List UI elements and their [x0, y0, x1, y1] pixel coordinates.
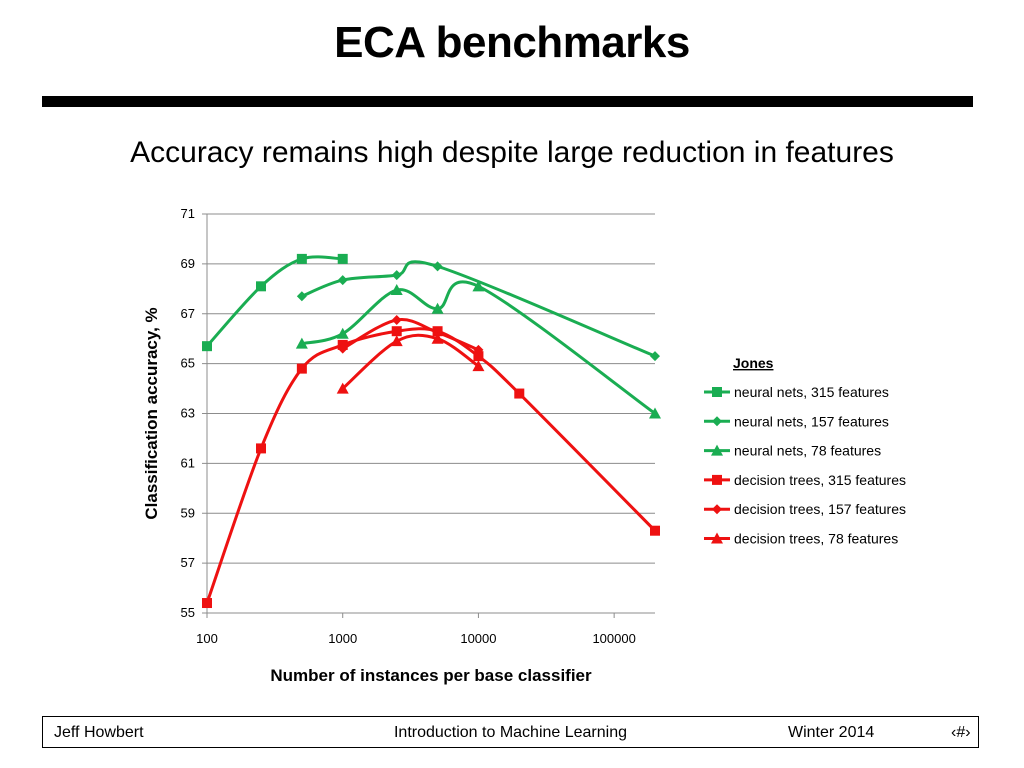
data-point — [337, 275, 348, 286]
data-point — [472, 280, 485, 292]
series-1 — [296, 260, 660, 362]
title-divider — [42, 96, 973, 107]
series-line — [300, 260, 657, 358]
legend-item: decision trees, 157 features — [704, 501, 906, 517]
data-point — [473, 344, 484, 355]
footer-term: Winter 2014 — [788, 724, 875, 741]
y-tick-label: 55 — [181, 605, 195, 620]
legend-label: decision trees, 157 features — [734, 501, 906, 517]
series-line — [341, 333, 480, 391]
data-point — [390, 284, 403, 296]
series-line — [205, 255, 345, 348]
data-point — [336, 382, 349, 394]
legend-swatch-marker — [711, 444, 723, 456]
y-axis-title: Classification accuracy, % — [142, 307, 161, 519]
data-point — [473, 351, 484, 362]
data-point — [337, 343, 348, 354]
legend-swatch-marker — [712, 474, 722, 485]
legend-label: neural nets, 157 features — [734, 413, 889, 429]
data-point — [472, 360, 485, 372]
data-point — [296, 253, 307, 264]
data-point — [295, 337, 308, 349]
series-line — [205, 327, 657, 605]
data-point — [432, 261, 443, 272]
x-tick-label: 100000 — [592, 631, 635, 646]
data-point — [391, 270, 402, 281]
y-tick-label: 61 — [181, 455, 195, 470]
data-point — [391, 314, 402, 325]
series-4 — [337, 314, 484, 355]
y-tick-label: 71 — [181, 206, 195, 221]
data-point — [649, 407, 661, 419]
x-axis-title: Number of instances per base classifier — [270, 666, 592, 685]
legend-item: neural nets, 157 features — [704, 413, 889, 429]
data-point — [431, 302, 444, 314]
legend-item: neural nets, 78 features — [704, 443, 881, 459]
y-tick-label: 57 — [181, 555, 195, 570]
accuracy-chart: 55 57 59 61 63 65 67 69 71 100 1000 10000 100000 Numb… — [142, 206, 906, 685]
series-3 — [202, 326, 660, 609]
data-point — [432, 327, 443, 338]
x-tick-label: 100 — [196, 631, 218, 646]
data-point — [391, 326, 402, 337]
legend-item: decision trees, 315 features — [704, 472, 906, 488]
data-point — [296, 363, 307, 374]
series-2 — [295, 280, 661, 419]
legend-swatch-marker — [711, 532, 723, 544]
data-point — [650, 351, 660, 362]
series-0 — [202, 253, 348, 352]
x-tick-label: 1000 — [328, 631, 357, 646]
chart-legend: Jones neural nets, 315 features neural net… — [704, 355, 906, 547]
slide-title: ECA benchmarks — [334, 18, 690, 67]
y-tick-label: 67 — [181, 306, 195, 321]
data-point — [431, 332, 444, 344]
data-point — [650, 525, 660, 536]
legend-item: decision trees, 78 features — [704, 531, 898, 547]
legend-swatch-marker — [712, 504, 722, 515]
data-point — [390, 335, 403, 347]
series-5 — [336, 332, 485, 394]
x-tick-label: 10000 — [460, 631, 496, 646]
legend-label: decision trees, 315 features — [734, 472, 906, 488]
series-line — [341, 318, 480, 352]
data-point — [202, 598, 212, 609]
legend-item: neural nets, 315 features — [704, 384, 889, 400]
y-tick-label: 65 — [181, 356, 195, 371]
data-point — [256, 281, 267, 292]
footer-author: Jeff Howbert — [54, 724, 144, 741]
data-point — [514, 388, 525, 399]
footer-course: Introduction to Machine Learning — [393, 724, 628, 741]
data-point — [296, 291, 307, 302]
legend-label: neural nets, 78 features — [734, 443, 881, 459]
legend-swatch-marker — [712, 416, 722, 427]
slide-footer: Jeff Howbert Introduction to Machine Lea… — [42, 716, 979, 748]
y-tick-label: 63 — [181, 406, 195, 421]
y-tick-label: 59 — [181, 505, 195, 520]
slide-subtitle: Accuracy remains high despite large redu… — [130, 136, 894, 169]
footer-page-number: ‹#› — [951, 724, 971, 741]
data-point — [337, 253, 348, 264]
legend-swatch-marker — [712, 387, 722, 397]
legend-label: neural nets, 315 features — [734, 384, 889, 400]
y-tick-label: 69 — [181, 256, 195, 271]
data-point — [202, 341, 212, 352]
legend-label: decision trees, 78 features — [734, 531, 898, 547]
data-point — [256, 443, 267, 454]
data-point — [336, 327, 349, 339]
legend-title: Jones — [733, 355, 774, 371]
